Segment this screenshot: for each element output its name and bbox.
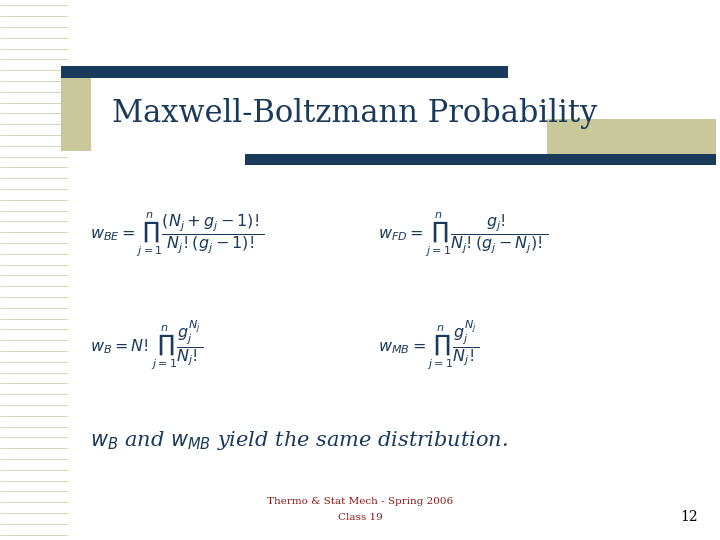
Text: Maxwell-Boltzmann Probability: Maxwell-Boltzmann Probability	[112, 98, 597, 129]
Bar	[61, 66, 508, 78]
Text: $w_B$ and $w_{MB}$ yield the same distribution.: $w_B$ and $w_{MB}$ yield the same distri…	[90, 429, 508, 451]
Bar	[61, 68, 91, 151]
Bar	[245, 154, 716, 165]
Text: $w_B = N!\prod_{j=1}^{n} \dfrac{g_j^{N_j}}{N_j!}$: $w_B = N!\prod_{j=1}^{n} \dfrac{g_j^{N_j…	[90, 319, 204, 372]
Text: $w_{FD} = \prod_{j=1}^{n} \dfrac{g_j!}{N_j!(g_j - N_j)!}$: $w_{FD} = \prod_{j=1}^{n} \dfrac{g_j!}{N…	[378, 211, 548, 259]
Bar	[547, 119, 716, 165]
Text: Thermo & Stat Mech - Spring 2006: Thermo & Stat Mech - Spring 2006	[267, 497, 453, 505]
Text: $w_{MB} = \prod_{j=1}^{n} \dfrac{g_j^{N_j}}{N_j!}$: $w_{MB} = \prod_{j=1}^{n} \dfrac{g_j^{N_…	[378, 319, 480, 372]
Text: $w_{BE} = \prod_{j=1}^{n} \dfrac{(N_j + g_j - 1)!}{N_j!(g_j - 1)!}$: $w_{BE} = \prod_{j=1}^{n} \dfrac{(N_j + …	[90, 211, 265, 259]
Text: Class 19: Class 19	[338, 513, 382, 522]
Text: 12: 12	[681, 510, 698, 524]
